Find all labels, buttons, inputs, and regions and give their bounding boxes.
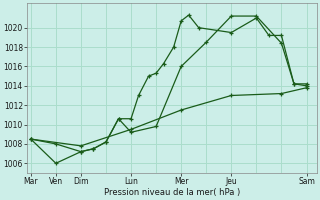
X-axis label: Pression niveau de la mer( hPa ): Pression niveau de la mer( hPa ) <box>104 188 240 197</box>
